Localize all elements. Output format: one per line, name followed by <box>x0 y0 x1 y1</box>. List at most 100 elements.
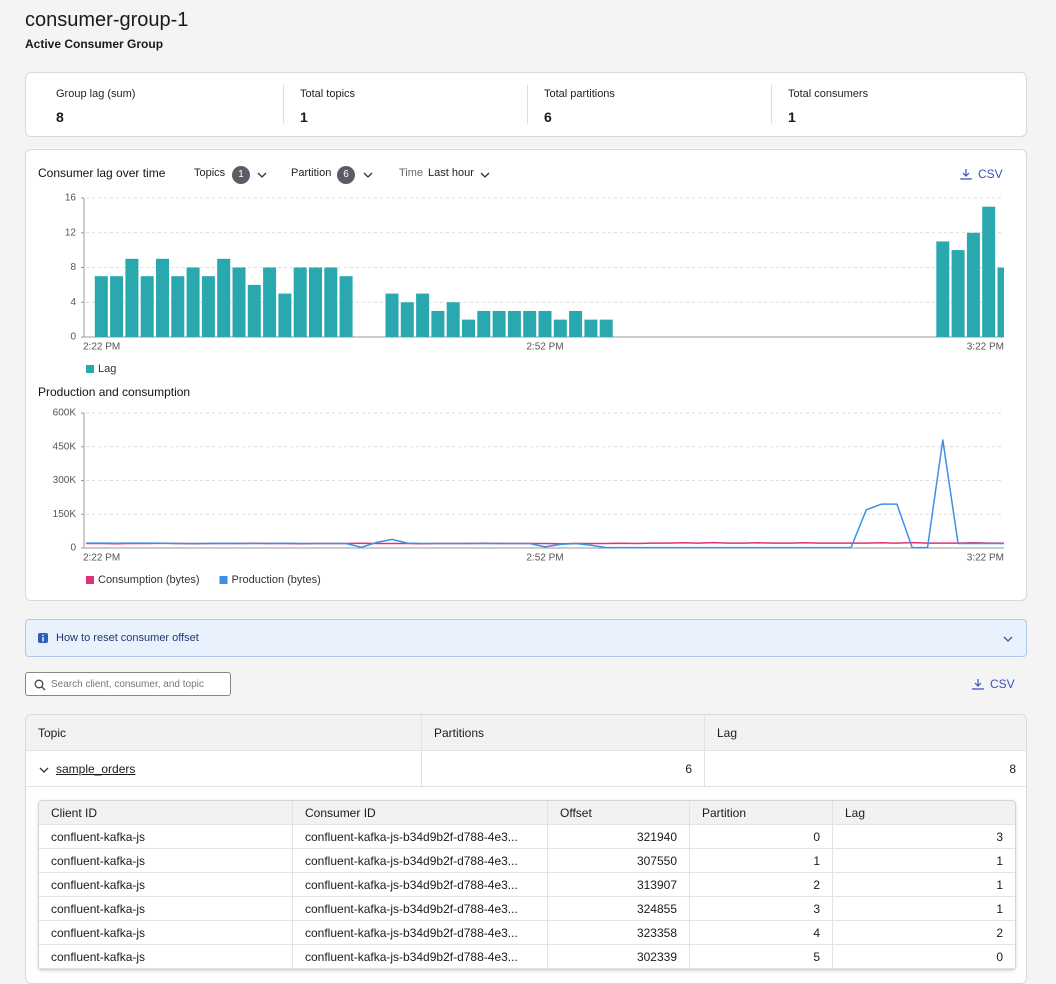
chevron[interactable] <box>362 169 374 181</box>
chevron[interactable] <box>1002 633 1014 645</box>
topic-link[interactable]: sample_orders <box>26 751 422 787</box>
bar <box>569 311 582 337</box>
page-title: consumer-group-1 <box>25 9 188 32</box>
table-cell: confluent-kafka-js <box>39 921 293 945</box>
header-cell: Partition <box>690 801 833 825</box>
table-cell: 3 <box>833 825 1015 849</box>
bar <box>982 207 995 337</box>
table-cell: confluent-kafka-js <box>39 849 293 873</box>
filter-label[interactable]: Topics <box>194 167 225 179</box>
bar <box>324 268 337 338</box>
bar <box>462 320 475 337</box>
bar <box>217 259 230 337</box>
bar <box>187 268 200 338</box>
chart-title: Production and consumption <box>38 385 190 399</box>
y-tick-label: 0 <box>70 332 76 343</box>
search-icon <box>34 679 46 691</box>
filter-label[interactable]: Partition <box>291 167 331 179</box>
table-cell: 6 <box>422 751 705 787</box>
bar <box>202 276 215 337</box>
table-cell: confluent-kafka-js-b34d9b2f-d788-4e3... <box>293 897 548 921</box>
chevron[interactable] <box>38 764 50 776</box>
table-cell: confluent-kafka-js-b34d9b2f-d788-4e3... <box>293 849 548 873</box>
bar <box>141 276 154 337</box>
table-cell: confluent-kafka-js <box>39 897 293 921</box>
legend-swatch <box>220 576 228 584</box>
topic-table: Topic Partitions Lag sample_orders 6 8 C… <box>25 714 1027 984</box>
bar <box>998 268 1005 338</box>
header-cell: Client ID <box>39 801 293 825</box>
filter-label: Time <box>399 167 423 179</box>
x-tick-label: 2:22 PM <box>83 553 120 564</box>
bar <box>952 250 965 337</box>
table-cell: 0 <box>833 945 1015 969</box>
bar <box>416 294 429 337</box>
bar <box>554 320 567 337</box>
header-cell: Lag <box>833 801 1015 825</box>
search-box[interactable]: Search client, consumer, and topic <box>25 672 231 696</box>
y-tick-label: 0 <box>70 543 76 554</box>
consumer-table: Client IDConsumer IDOffsetPartitionLagco… <box>38 800 1016 970</box>
bar <box>110 276 123 337</box>
stats-card: Group lag (sum) 8 Total topics 1 Total p… <box>25 72 1027 137</box>
download-icon[interactable] <box>972 678 984 690</box>
table-cell: 1 <box>833 897 1015 921</box>
bar <box>967 233 980 337</box>
y-tick-label: 12 <box>65 227 77 238</box>
divider <box>283 85 284 124</box>
charts: Consumer lag over time04812162:22 PM2:52… <box>26 150 1026 600</box>
filter-value[interactable]: Last hour <box>428 167 474 179</box>
table-cell: confluent-kafka-js-b34d9b2f-d788-4e3... <box>293 873 548 897</box>
bar <box>125 259 138 337</box>
info-banner[interactable]: How to reset consumer offset <box>25 619 1027 657</box>
x-tick-label: 3:22 PM <box>967 342 1004 353</box>
csv-button[interactable]: CSV <box>990 677 1015 691</box>
y-tick-label: 150K <box>53 509 77 520</box>
table-cell: confluent-kafka-js-b34d9b2f-d788-4e3... <box>293 945 548 969</box>
bar <box>477 311 490 337</box>
table-cell: confluent-kafka-js <box>39 825 293 849</box>
bar <box>508 311 521 337</box>
bar <box>263 268 276 338</box>
bar <box>248 285 261 337</box>
csv-button[interactable]: CSV <box>978 167 1003 181</box>
table-cell: 8 <box>705 751 1027 787</box>
bar <box>171 276 184 337</box>
stat-label: Total partitions <box>544 88 615 100</box>
filter-count: 1 <box>232 166 250 184</box>
table-cell: 302339 <box>548 945 690 969</box>
table-cell: confluent-kafka-js-b34d9b2f-d788-4e3... <box>293 921 548 945</box>
filter-count: 6 <box>337 166 355 184</box>
header-cell: Consumer ID <box>293 801 548 825</box>
table-cell: confluent-kafka-js <box>39 945 293 969</box>
x-tick-label: 2:52 PM <box>526 553 563 564</box>
table-cell: 1 <box>690 849 833 873</box>
info-icon <box>38 633 48 643</box>
table-cell: 3 <box>690 897 833 921</box>
x-tick-label: 2:52 PM <box>526 342 563 353</box>
legend-label: Production (bytes) <box>232 574 321 586</box>
page-subtitle: Active Consumer Group <box>25 37 163 51</box>
divider <box>527 85 528 124</box>
bar <box>309 268 322 338</box>
chevron[interactable] <box>256 169 268 181</box>
y-tick-label: 600K <box>53 408 77 419</box>
chevron[interactable] <box>479 169 491 181</box>
chart-title: Consumer lag over time <box>38 166 166 180</box>
table-cell: 5 <box>690 945 833 969</box>
bar <box>386 294 399 337</box>
divider <box>771 85 772 124</box>
download-icon[interactable] <box>960 168 972 180</box>
bar <box>447 302 460 337</box>
header-cell: Partitions <box>422 715 705 751</box>
table-cell: 2 <box>690 873 833 897</box>
y-tick-label: 16 <box>65 193 77 204</box>
bar <box>493 311 506 337</box>
table-cell: confluent-kafka-js <box>39 873 293 897</box>
table-cell: 321940 <box>548 825 690 849</box>
y-tick-label: 4 <box>70 297 76 308</box>
y-tick-label: 8 <box>70 262 76 273</box>
bar <box>431 311 444 337</box>
bar <box>340 276 353 337</box>
